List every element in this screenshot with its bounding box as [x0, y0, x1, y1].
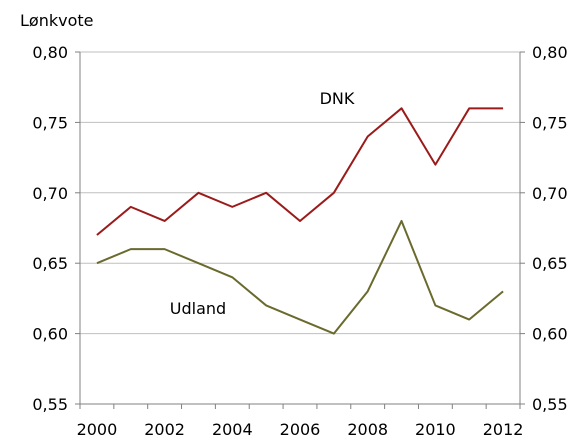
- y-tick-label-left: 0,60: [32, 325, 68, 344]
- series-lines: [96, 107, 504, 335]
- x-tick-label: 2002: [144, 420, 185, 439]
- y-tick-label-right: 0,75: [532, 113, 568, 132]
- y-tick-label-left: 0,70: [32, 184, 68, 203]
- series-label-udland: Udland: [170, 299, 226, 318]
- x-tick-label: 2006: [280, 420, 321, 439]
- y-tick-label-right: 0,80: [532, 43, 568, 62]
- x-tick-label: 2012: [483, 420, 524, 439]
- y-tick-label-left: 0,65: [32, 254, 68, 273]
- y-axis-right-tick-labels: 0,55 0,60 0,65 0,70 0,75 0,80: [532, 43, 568, 414]
- x-tick-label: 2008: [347, 420, 388, 439]
- axes: [75, 51, 525, 409]
- y-tick-label-right: 0,70: [532, 184, 568, 203]
- x-tick-label: 2000: [77, 420, 118, 439]
- y-tick-label-right: 0,60: [532, 325, 568, 344]
- series-labels: DNK Udland: [170, 89, 355, 318]
- x-tick-label: 2004: [212, 420, 253, 439]
- y-tick-label-left: 0,55: [32, 395, 68, 414]
- y-tick-label-left: 0,80: [32, 43, 68, 62]
- y-tick-label-right: 0,65: [532, 254, 568, 273]
- x-tick-label: 2010: [415, 420, 456, 439]
- series-line-dnk: [96, 107, 504, 236]
- y-tick-label-right: 0,55: [532, 395, 568, 414]
- y-tick-label-left: 0,75: [32, 113, 68, 132]
- series-label-dnk: DNK: [320, 89, 355, 108]
- series-line-udland: [96, 219, 504, 335]
- gridlines: [80, 51, 520, 335]
- y-axis-title: Lønkvote: [20, 11, 93, 30]
- x-axis-tick-labels: 2000 2002 2004 2006 2008 2010 2012: [77, 420, 524, 439]
- y-axis-left-tick-labels: 0,55 0,60 0,65 0,70 0,75 0,80: [32, 43, 68, 414]
